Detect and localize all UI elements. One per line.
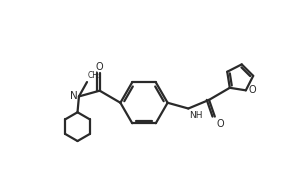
Text: NH: NH xyxy=(190,111,203,120)
Text: O: O xyxy=(216,119,224,129)
Text: N: N xyxy=(70,91,78,101)
Text: CH₃: CH₃ xyxy=(88,71,102,80)
Text: O: O xyxy=(248,85,256,95)
Text: O: O xyxy=(96,62,103,72)
